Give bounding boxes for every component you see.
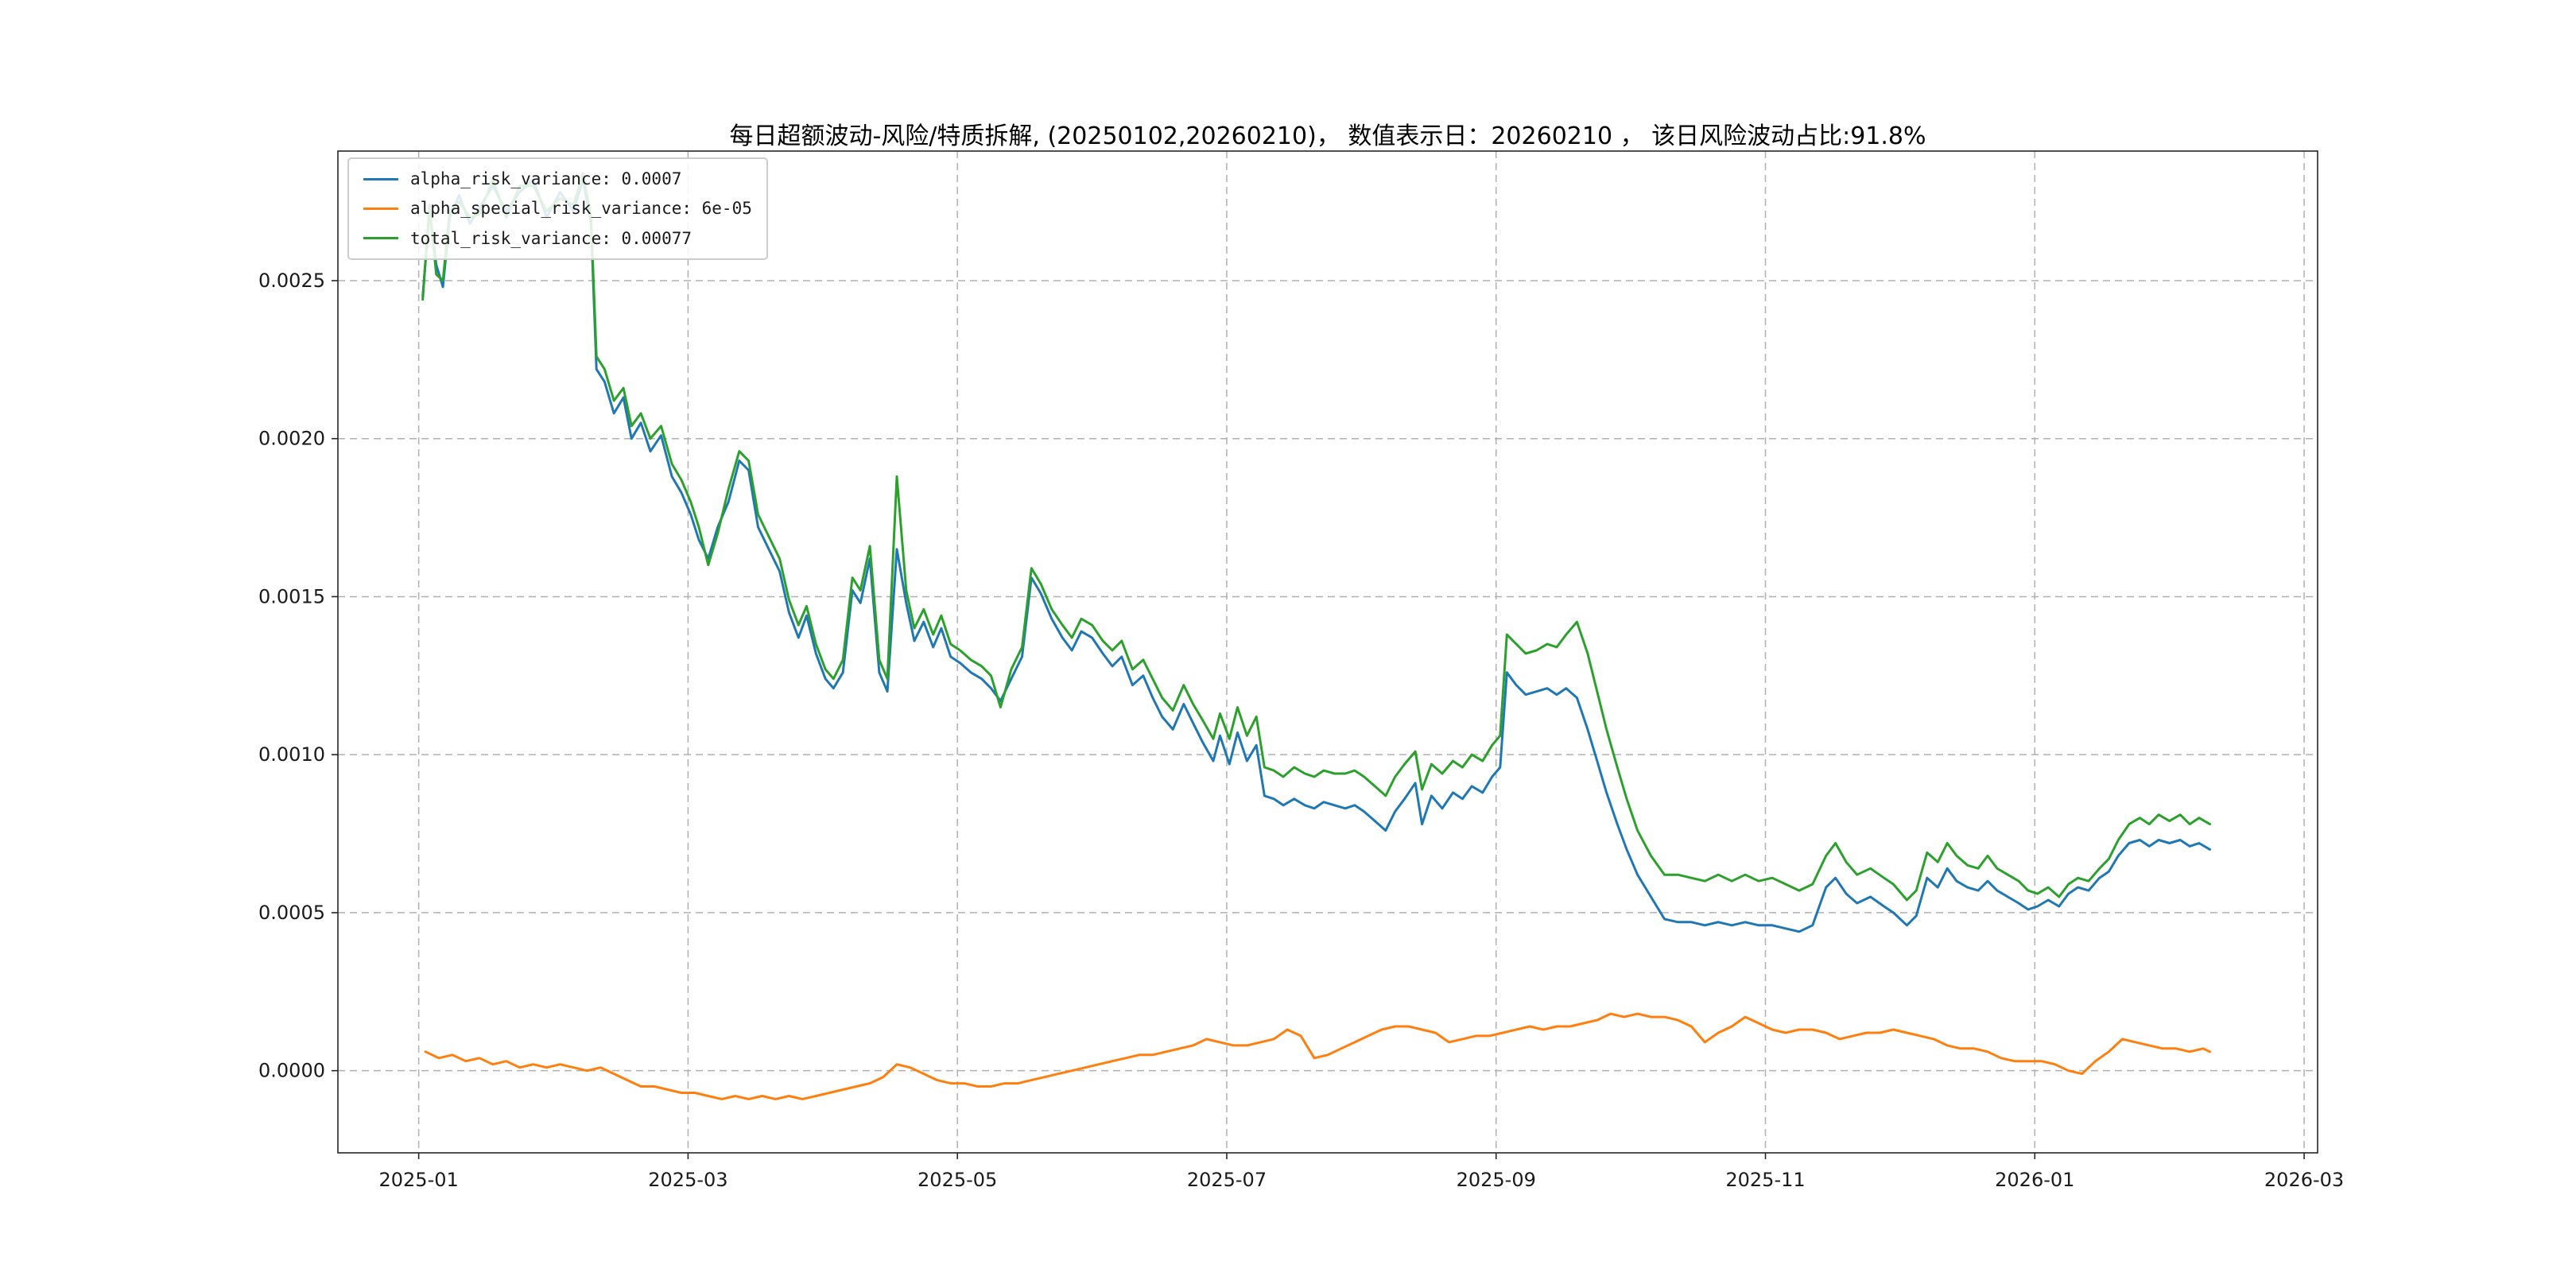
x-tick-label: 2026-01	[1995, 1169, 2074, 1191]
chart-title: 每日超额波动-风险/特质拆解, (20250102,20260210)， 数值表…	[729, 122, 1926, 150]
x-tick-label: 2025-11	[1725, 1169, 1805, 1191]
y-tick-label: 0.0010	[258, 743, 325, 766]
y-tick-label: 0.0015	[258, 585, 325, 607]
y-tick-label: 0.0025	[258, 270, 325, 292]
legend-label: alpha_special_risk_variance: 6e-05	[410, 199, 752, 219]
legend-line-swatch-green	[363, 237, 398, 240]
series-line-alpha_special_risk_variance	[424, 1012, 2211, 1100]
x-tick-label: 2025-01	[378, 1169, 458, 1191]
legend-item-alpha-risk-variance: alpha_risk_variance: 0.0007	[363, 169, 752, 189]
x-tick-label: 2026-03	[2264, 1169, 2344, 1191]
legend-label: alpha_risk_variance: 0.0007	[410, 169, 682, 188]
axes-frame	[337, 150, 2318, 1154]
y-tick-label: 0.0000	[258, 1060, 325, 1082]
legend-line-swatch-orange	[363, 207, 398, 210]
x-tick-label: 2025-07	[1187, 1169, 1267, 1191]
series-line-total_risk_variance	[421, 172, 2211, 902]
legend-line-swatch-blue	[363, 177, 398, 180]
x-tick-label: 2025-09	[1457, 1169, 1536, 1191]
x-tick-label: 2025-03	[648, 1169, 727, 1191]
legend: alpha_risk_variance: 0.0007 alpha_specia…	[347, 157, 768, 260]
legend-label: total_risk_variance: 0.00077	[410, 228, 692, 248]
y-tick-label: 0.0005	[258, 902, 325, 924]
legend-item-total-risk-variance: total_risk_variance: 0.00077	[363, 228, 752, 249]
y-tick-label: 0.0020	[258, 428, 325, 450]
x-tick-label: 2025-05	[918, 1169, 997, 1191]
series-line-alpha_risk_variance	[421, 178, 2211, 933]
legend-item-alpha-special-risk-variance: alpha_special_risk_variance: 6e-05	[363, 198, 752, 219]
